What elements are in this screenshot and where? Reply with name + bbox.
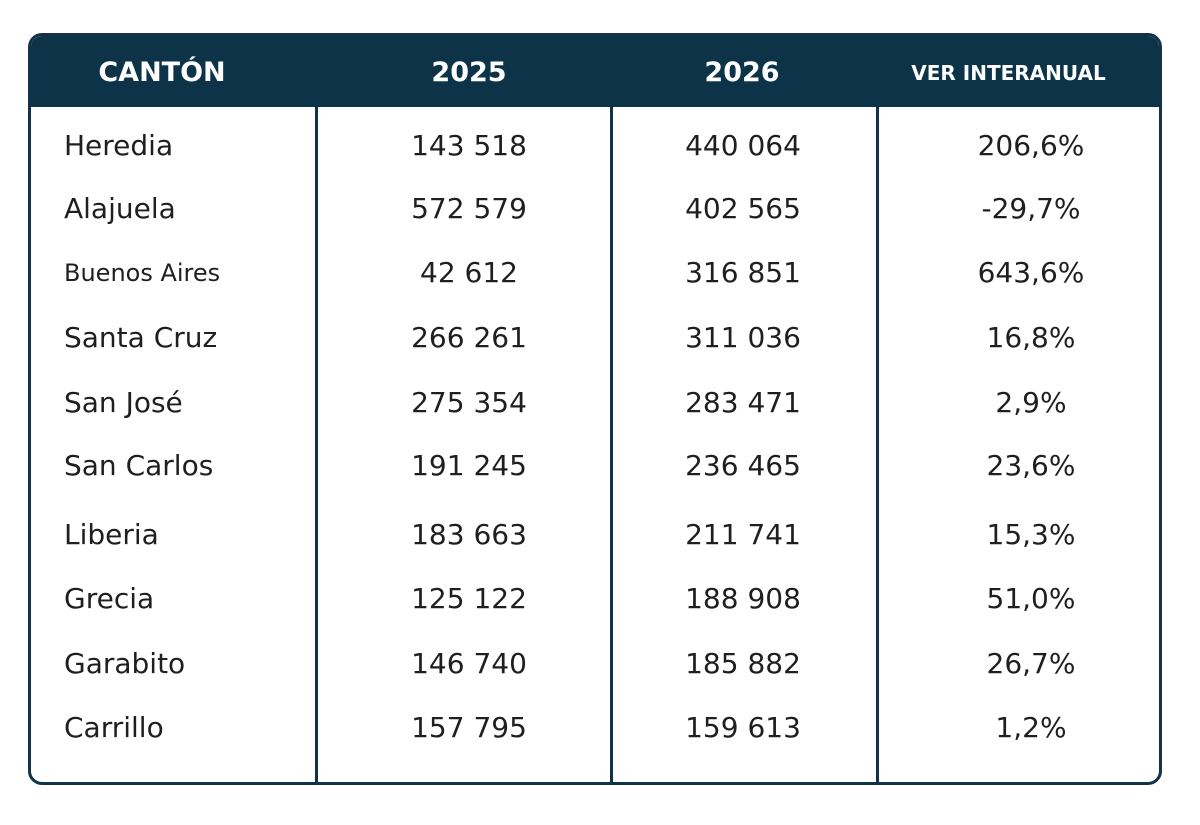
cell-2026: 440 064 <box>685 129 801 162</box>
cell-variacion: 1,2% <box>995 711 1067 744</box>
cell-2025: 191 245 <box>411 449 527 482</box>
cell-2025: 266 261 <box>411 321 527 354</box>
table-header: CANTÓN 2025 2026 VER INTERANUAL <box>31 36 1159 107</box>
cell-2025: 146 740 <box>411 647 527 680</box>
cell-variacion: 2,9% <box>995 386 1067 419</box>
cell-canton: Garabito <box>64 647 186 680</box>
cell-canton: Alajuela <box>64 192 176 225</box>
cell-canton: Buenos Aires <box>64 259 221 287</box>
cell-2026: 311 036 <box>685 321 801 354</box>
cell-2025: 125 122 <box>411 582 527 615</box>
cell-2026: 283 471 <box>685 386 801 419</box>
cell-canton: Grecia <box>64 582 155 615</box>
cell-2025: 183 663 <box>411 518 527 551</box>
cell-2026: 316 851 <box>685 256 801 289</box>
cell-2025: 275 354 <box>411 386 527 419</box>
cell-2025: 572 579 <box>411 192 527 225</box>
cell-variacion: 26,7% <box>986 647 1076 680</box>
cell-2026: 402 565 <box>685 192 801 225</box>
cell-canton: San José <box>64 386 183 419</box>
cell-2026: 159 613 <box>685 711 801 744</box>
cell-variacion: 16,8% <box>986 321 1076 354</box>
cell-canton: Heredia <box>64 129 174 162</box>
header-2026: 2026 <box>704 57 780 88</box>
cell-canton: Liberia <box>64 518 159 551</box>
column-divider-1 <box>315 107 318 782</box>
data-table: CANTÓN 2025 2026 VER INTERANUAL Heredia 1… <box>28 33 1162 785</box>
cell-2025: 157 795 <box>411 711 527 744</box>
cell-canton: Santa Cruz <box>64 321 218 354</box>
cell-variacion: -29,7% <box>981 192 1081 225</box>
header-variacion: VER INTERANUAL <box>911 61 1106 85</box>
cell-variacion: 15,3% <box>986 518 1076 551</box>
cell-2026: 236 465 <box>685 449 801 482</box>
cell-canton: San Carlos <box>64 449 214 482</box>
cell-2025: 143 518 <box>411 129 527 162</box>
cell-variacion: 206,6% <box>977 129 1085 162</box>
cell-variacion: 23,6% <box>986 449 1076 482</box>
cell-2025: 42 612 <box>420 256 518 289</box>
cell-2026: 188 908 <box>685 582 801 615</box>
column-divider-3 <box>876 107 879 782</box>
cell-2026: 211 741 <box>685 518 801 551</box>
header-2025: 2025 <box>431 57 507 88</box>
cell-canton: Carrillo <box>64 711 164 744</box>
column-divider-2 <box>610 107 613 782</box>
cell-variacion: 643,6% <box>977 256 1085 289</box>
cell-variacion: 51,0% <box>986 582 1076 615</box>
header-canton: CANTÓN <box>98 57 226 88</box>
cell-2026: 185 882 <box>685 647 801 680</box>
